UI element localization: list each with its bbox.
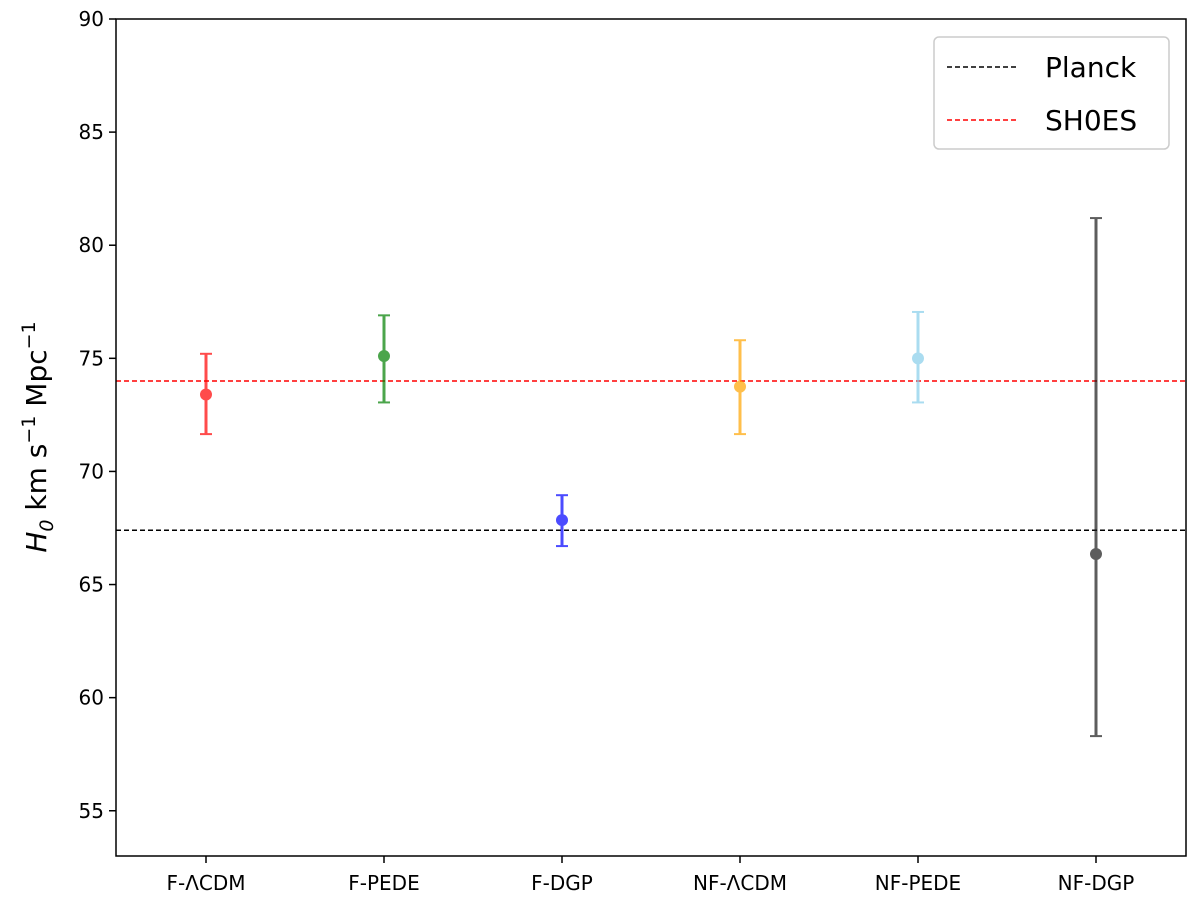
data-point-5 (1090, 217, 1102, 738)
legend-box (933, 36, 1170, 150)
y-tick-label: 55 (79, 799, 104, 823)
legend: Planck SH0ES (933, 36, 1170, 150)
x-tick-label: NF-DGP (1058, 871, 1135, 895)
marker (912, 352, 924, 365)
y-axis-label: H0 km s−1 Mpc−1 (18, 321, 58, 552)
y-tick-label: 75 (79, 346, 104, 370)
data-point-3 (734, 339, 746, 436)
legend-label-planck: Planck (1045, 51, 1137, 84)
data-point-0 (200, 352, 212, 436)
marker (556, 514, 568, 527)
y-tick-label: 65 (79, 573, 104, 597)
y-axis-label-text: H0 km s−1 Mpc−1 (18, 321, 58, 552)
y-tick-label: 80 (79, 233, 104, 257)
x-tick-label: NF-ΛCDM (693, 871, 787, 895)
y-tick-label: 85 (79, 120, 104, 144)
plot-frame (115, 18, 1187, 857)
y-tick-label: 90 (79, 7, 104, 31)
x-tick-label: F-ΛCDM (166, 871, 245, 895)
y-tick-label: 60 (79, 686, 104, 710)
data-point-4 (912, 310, 924, 404)
x-tick-label: F-PEDE (348, 871, 419, 895)
data-point-1 (378, 314, 390, 404)
x-tick-label: NF-PEDE (875, 871, 961, 895)
x-tick-label: F-DGP (531, 871, 593, 895)
y-tick-label: 70 (79, 459, 104, 483)
marker (378, 350, 390, 363)
marker (734, 380, 746, 393)
reference-lines (116, 380, 1186, 531)
data-point-2 (556, 494, 568, 548)
data-points (200, 217, 1102, 738)
legend-label-sh0es: SH0ES (1045, 104, 1137, 137)
x-axis-ticks: F-ΛCDM F-PEDE F-DGP NF-ΛCDM NF-PEDE NF-DGP (166, 856, 1134, 895)
y-axis-ticks: 55 60 65 70 75 80 85 90 (79, 7, 116, 823)
marker (1090, 548, 1102, 561)
marker (200, 388, 212, 401)
